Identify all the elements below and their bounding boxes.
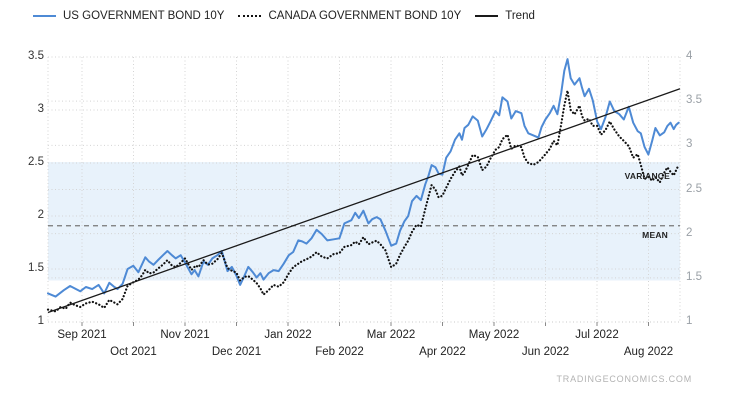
x-axis-month-label: Oct 2021 [110,346,157,358]
legend-item-us-bond[interactable]: US GOVERNMENT BOND 10Y [33,10,224,22]
trend-line [47,88,681,314]
y-axis-left-tick: 1 [37,315,44,327]
legend-label-us-bond: US GOVERNMENT BOND 10Y [63,10,225,22]
legend-label-canada-bond: CANADA GOVERNMENT BOND 10Y [268,10,462,22]
y-axis-left-tick: 1.5 [28,262,44,274]
legend-item-trend[interactable]: Trend [475,10,535,22]
y-axis-right-tick: 2 [686,226,693,239]
us-bond-line [47,58,680,298]
variance-label: VARIANCE [624,171,670,181]
x-axis-month-label: May 2022 [468,329,520,341]
x-axis-month-label: Jan 2022 [264,329,312,341]
x-axis-month-label: Nov 2021 [160,329,210,341]
y-axis-left-tick: 2 [37,209,44,221]
mean-label: MEAN [642,230,668,240]
variance-band [48,162,680,281]
y-axis-right-tick: 2.5 [686,182,702,195]
x-axis-month-label: Jul 2022 [575,329,619,341]
y-axis-right-tick: 1.5 [686,270,702,283]
trend-line-swatch [475,15,499,17]
x-axis-month-label: Dec 2021 [211,346,262,358]
x-axis-month-label: Mar 2022 [366,329,416,341]
x-axis-month-label: Sep 2021 [57,329,107,341]
x-axis-month-label: Aug 2022 [623,346,674,358]
legend-label-trend: Trend [505,10,535,22]
x-axis-month-label: Feb 2022 [315,346,364,358]
y-axis-left-tick: 3 [37,103,44,115]
y-axis-left-tick: 3.5 [28,50,44,62]
x-axis-month-label: Apr 2022 [419,346,466,358]
canada-line-swatch [238,15,262,17]
y-axis-right-tick: 3.5 [686,94,702,107]
y-axis-right-tick: 1 [686,315,693,327]
watermark: TRADINGECONOMICS.COM [556,374,692,384]
canada-bond-line [46,89,680,313]
us-line-swatch [33,15,56,17]
legend-item-canada-bond[interactable]: CANADA GOVERNMENT BOND 10Y [238,10,461,22]
y-axis-right-tick: 3 [686,138,693,151]
x-axis-month-label: Jun 2022 [521,346,570,358]
legend: US GOVERNMENT BOND 10Y CANADA GOVERNMENT… [33,10,535,22]
y-axis-left-tick: 2.5 [28,156,44,168]
y-axis-right-tick: 4 [686,50,693,62]
